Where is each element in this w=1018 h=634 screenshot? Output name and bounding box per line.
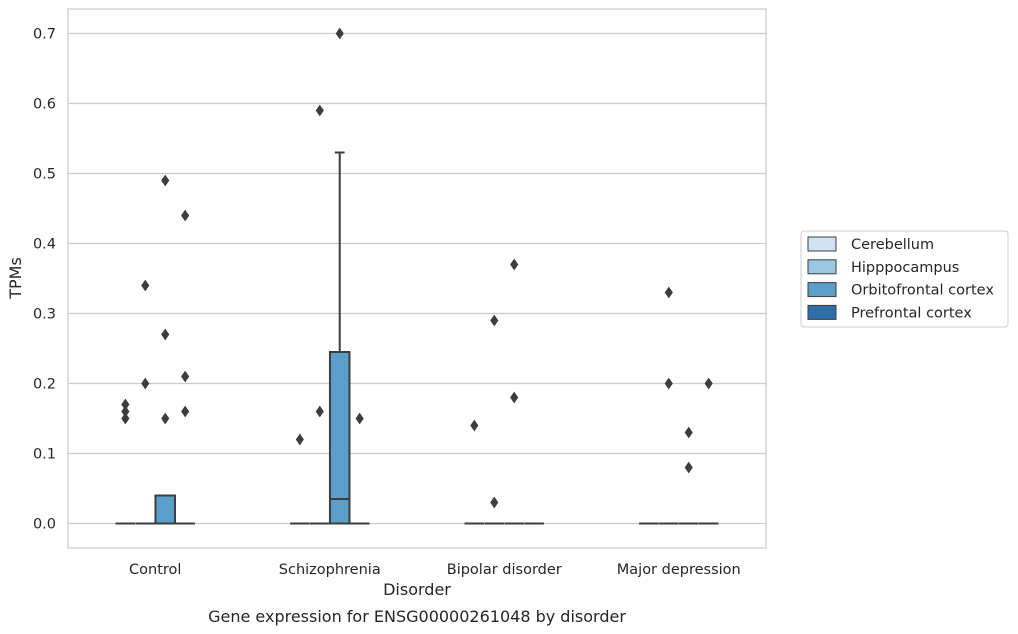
outlier-point [490, 496, 499, 509]
outlier-point [684, 426, 693, 439]
outlier-point [141, 279, 150, 292]
outlier-point [470, 419, 479, 432]
outlier-point [664, 286, 673, 299]
box [154, 494, 176, 525]
legend-swatch [807, 304, 837, 320]
y-axis-tick-labels: 0.0 0.1 0.2 0.3 0.4 0.5 0.6 0.7 [33, 27, 56, 533]
y-tick-label: 0.2 [33, 377, 56, 393]
outlier-point [355, 412, 364, 425]
x-tick-label: Bipolar disorder [447, 562, 562, 578]
x-axis-tick-labels: Control Schizophrenia Bipolar disorder Majo… [129, 562, 741, 578]
series-orbitofrontal-cortex [154, 27, 699, 525]
chart-caption: Gene expression for ENSG00000261048 by d… [208, 607, 626, 626]
outlier-point [121, 398, 130, 411]
plot-area-frame [67, 8, 767, 549]
legend-label: Orbitofrontal cortex [851, 283, 994, 299]
x-tick-label: Major depression [617, 562, 741, 578]
y-tick-label: 0.4 [33, 237, 56, 253]
outlier-point [121, 405, 130, 418]
outlier-point [181, 370, 190, 383]
legend-label: Prefrontal cortex [851, 305, 972, 321]
legend-label: Cerebellum [851, 237, 934, 253]
x-tick-label: Schizophrenia [279, 562, 381, 578]
outlier-point [315, 405, 324, 418]
legend-swatch [807, 259, 837, 275]
outlier-point [141, 377, 150, 390]
legend-swatch [807, 282, 837, 298]
y-tick-label: 0.5 [33, 167, 56, 183]
y-tick-label: 0.1 [33, 447, 56, 463]
outlier-point [181, 405, 190, 418]
legend-items: Cerebellum Hipppocampus Orbitofrontal cort… [807, 236, 994, 321]
outlier-point [335, 27, 344, 40]
outlier-point [664, 377, 673, 390]
x-tick-label: Control [129, 562, 181, 578]
outlier-point [510, 258, 519, 271]
series-hipppocampus [135, 104, 679, 525]
legend-label: Hipppocampus [851, 260, 959, 276]
y-tick-label: 0.6 [33, 97, 56, 113]
series-cerebellum [115, 398, 659, 525]
outlier-point [181, 209, 190, 222]
outlier-point [295, 433, 304, 446]
box [328, 351, 351, 525]
x-axis-title: Disorder [383, 580, 451, 599]
y-axis-title: TPMs [6, 257, 25, 300]
legend-frame [800, 230, 1009, 328]
outlier-point [161, 412, 170, 425]
outlier-point [121, 412, 130, 425]
y-tick-label: 0.7 [33, 27, 56, 43]
outlier-point [510, 391, 519, 404]
grid-lines [68, 32, 766, 525]
outlier-point [490, 314, 499, 327]
series-prefrontal-cortex [175, 209, 719, 525]
outlier-point [684, 461, 693, 474]
legend: Cerebellum Hipppocampus Orbitofrontal cort… [800, 230, 1009, 328]
outlier-point [161, 174, 170, 187]
outlier-point [161, 328, 170, 341]
y-tick-label: 0.0 [33, 517, 56, 533]
outlier-point [315, 104, 324, 117]
outlier-point [704, 377, 713, 390]
legend-swatch [807, 236, 837, 252]
box-plot-series [115, 27, 719, 525]
y-tick-label: 0.3 [33, 307, 56, 323]
